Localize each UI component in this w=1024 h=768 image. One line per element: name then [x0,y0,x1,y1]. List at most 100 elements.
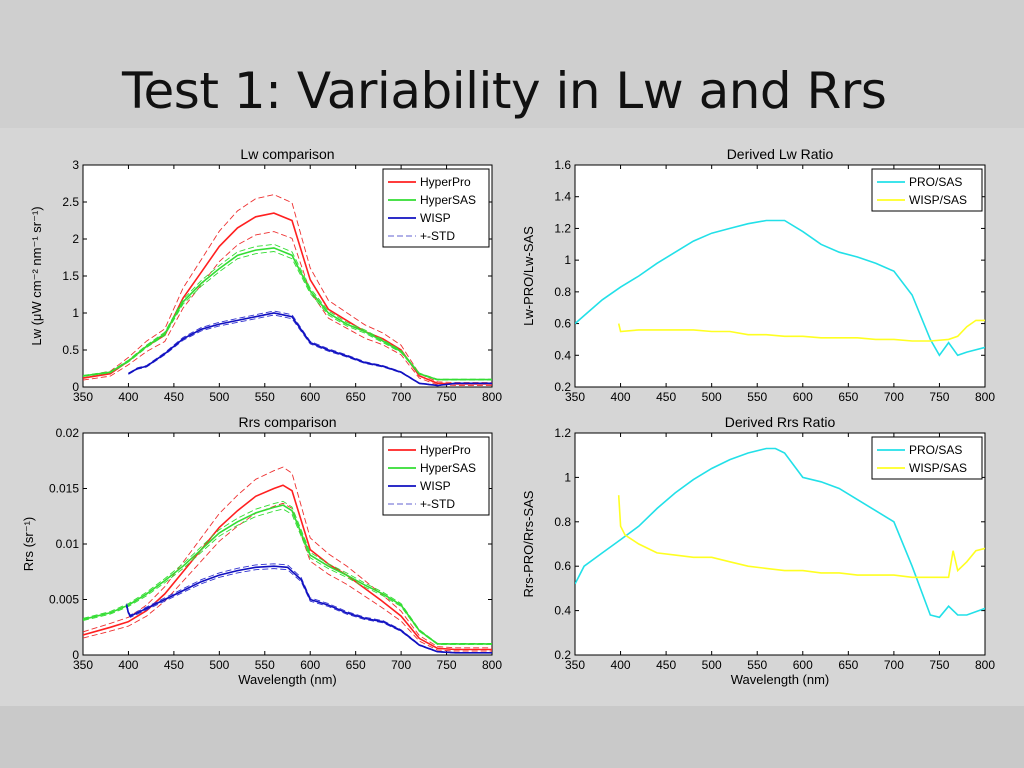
y-tick-label: 0.4 [554,604,571,618]
y-axis-label: Rrs (sr⁻¹) [21,517,36,572]
legend-box [871,168,983,212]
std-line-hyperpro [83,502,492,652]
chart-lw: Lw comparison 350 400 450 500 550 600 650 700 750… [29,146,502,404]
x-tick-label: 800 [975,390,995,404]
series-line-hypersas [83,247,492,381]
chart-title: Derived Lw Ratio [727,146,834,162]
y-tick-label: 2 [72,232,79,246]
legend-label: HyperSAS [420,193,476,207]
x-tick-label: 550 [747,658,767,672]
x-tick-label: 550 [255,658,275,672]
x-tick-label: 400 [611,658,631,672]
legend-label: HyperPro [420,443,471,457]
y-tick-label: 1 [564,253,571,267]
x-tick-label: 450 [164,658,184,672]
y-tick-label: 0.2 [554,380,571,394]
y-axis-label: Lw-PRO/Lw-SAS [521,226,536,326]
y-tick-label: 0.02 [56,426,80,440]
y-tick-label: 0.5 [62,343,79,357]
series-line-pro-sas [575,219,985,357]
legend-label: HyperPro [420,175,471,189]
y-tick-label: 0.015 [49,482,79,496]
plot-lines [575,219,985,357]
x-tick-label: 350 [565,390,585,404]
x-tick-label: 700 [391,390,411,404]
x-tick-label: 700 [391,658,411,672]
legend-label: PRO/SAS [909,443,962,457]
legend: PRO/SAS WISP/SAS [871,436,983,480]
chart-title: Rrs comparison [238,414,336,430]
x-tick-label: 800 [482,390,502,404]
legend-box [871,436,983,480]
x-tick-label: 600 [793,658,813,672]
x-tick-label: 650 [838,658,858,672]
chart-lwratio: Derived Lw Ratio 350 400 450 500 550 600 650 700… [521,146,995,404]
legend-label: PRO/SAS [909,175,962,189]
legend-label: +-STD [420,497,455,511]
x-tick-label: 750 [437,658,457,672]
x-tick-label: 750 [437,390,457,404]
plot-lines [83,194,492,387]
series-line-pro-sas [575,447,985,619]
x-tick-label: 450 [164,390,184,404]
series-line-wisp-sas [617,319,985,342]
x-tick-label: 500 [209,390,229,404]
series-line-wisp [125,565,492,654]
chart-title: Derived Rrs Ratio [725,414,836,430]
x-tick-label: 450 [656,658,676,672]
chart-rrs: Rrs comparison 350 400 450 500 550 600 650 700 75… [21,414,502,687]
x-tick-label: 350 [565,658,585,672]
legend: PRO/SAS WISP/SAS [871,168,983,212]
legend: HyperPro HyperSAS WISP +-STD [382,436,490,516]
y-tick-label: 0.4 [554,348,571,362]
x-tick-label: 400 [118,390,138,404]
x-axis-label: Wavelength (nm) [731,672,830,687]
x-tick-label: 500 [702,658,722,672]
x-tick-label: 700 [884,658,904,672]
x-tick-label: 600 [793,390,813,404]
x-tick-label: 800 [975,658,995,672]
x-tick-label: 450 [656,390,676,404]
legend-label: WISP/SAS [909,461,967,475]
y-tick-label: 0.2 [554,648,571,662]
y-tick-label: 0.6 [554,559,571,573]
y-tick-label: 0.8 [554,515,571,529]
y-tick-label: 3 [72,158,79,172]
std-line-hyperpro [83,466,492,649]
charts-figure: Lw comparison 350 400 450 500 550 600 650 700 750… [21,146,995,687]
std-line-wisp [126,563,492,653]
y-axis-label: Lw (μW cm⁻² nm⁻¹ sr⁻¹) [29,206,44,345]
x-tick-label: 750 [929,658,949,672]
x-tick-label: 500 [702,390,722,404]
x-axis-label: Wavelength (nm) [238,672,337,687]
legend-label: WISP/SAS [909,193,967,207]
series-line-hyperpro [83,484,492,651]
series-line-hypersas [83,504,492,645]
y-tick-label: 1.2 [554,426,571,440]
y-tick-label: 1.2 [554,221,571,235]
series-line-wisp-sas [617,495,985,579]
y-tick-label: 1 [564,470,571,484]
y-tick-label: 0.005 [49,593,79,607]
x-tick-label: 600 [300,658,320,672]
chart-rrsratio: Derived Rrs Ratio 350 400 450 500 550 600 650 70… [521,414,995,687]
x-tick-label: 350 [73,390,93,404]
legend: HyperPro HyperSAS WISP +-STD [382,168,490,248]
slide-title: Test 1: Variability in Lw and Rrs [122,62,887,120]
legend-label: WISP [420,211,451,225]
x-tick-label: 600 [300,390,320,404]
legend-label: HyperSAS [420,461,476,475]
y-tick-label: 0 [72,380,79,394]
x-tick-label: 650 [838,390,858,404]
y-axis-label: Rrs-PRO/Rrs-SAS [521,490,536,597]
x-tick-label: 350 [73,658,93,672]
x-tick-label: 400 [118,658,138,672]
x-tick-label: 400 [611,390,631,404]
y-tick-label: 1 [72,306,79,320]
x-tick-label: 650 [346,658,366,672]
x-tick-label: 550 [255,390,275,404]
x-tick-label: 700 [884,390,904,404]
std-line-hyperpro [83,231,492,386]
chart-title: Lw comparison [240,146,334,162]
x-tick-label: 800 [482,658,502,672]
